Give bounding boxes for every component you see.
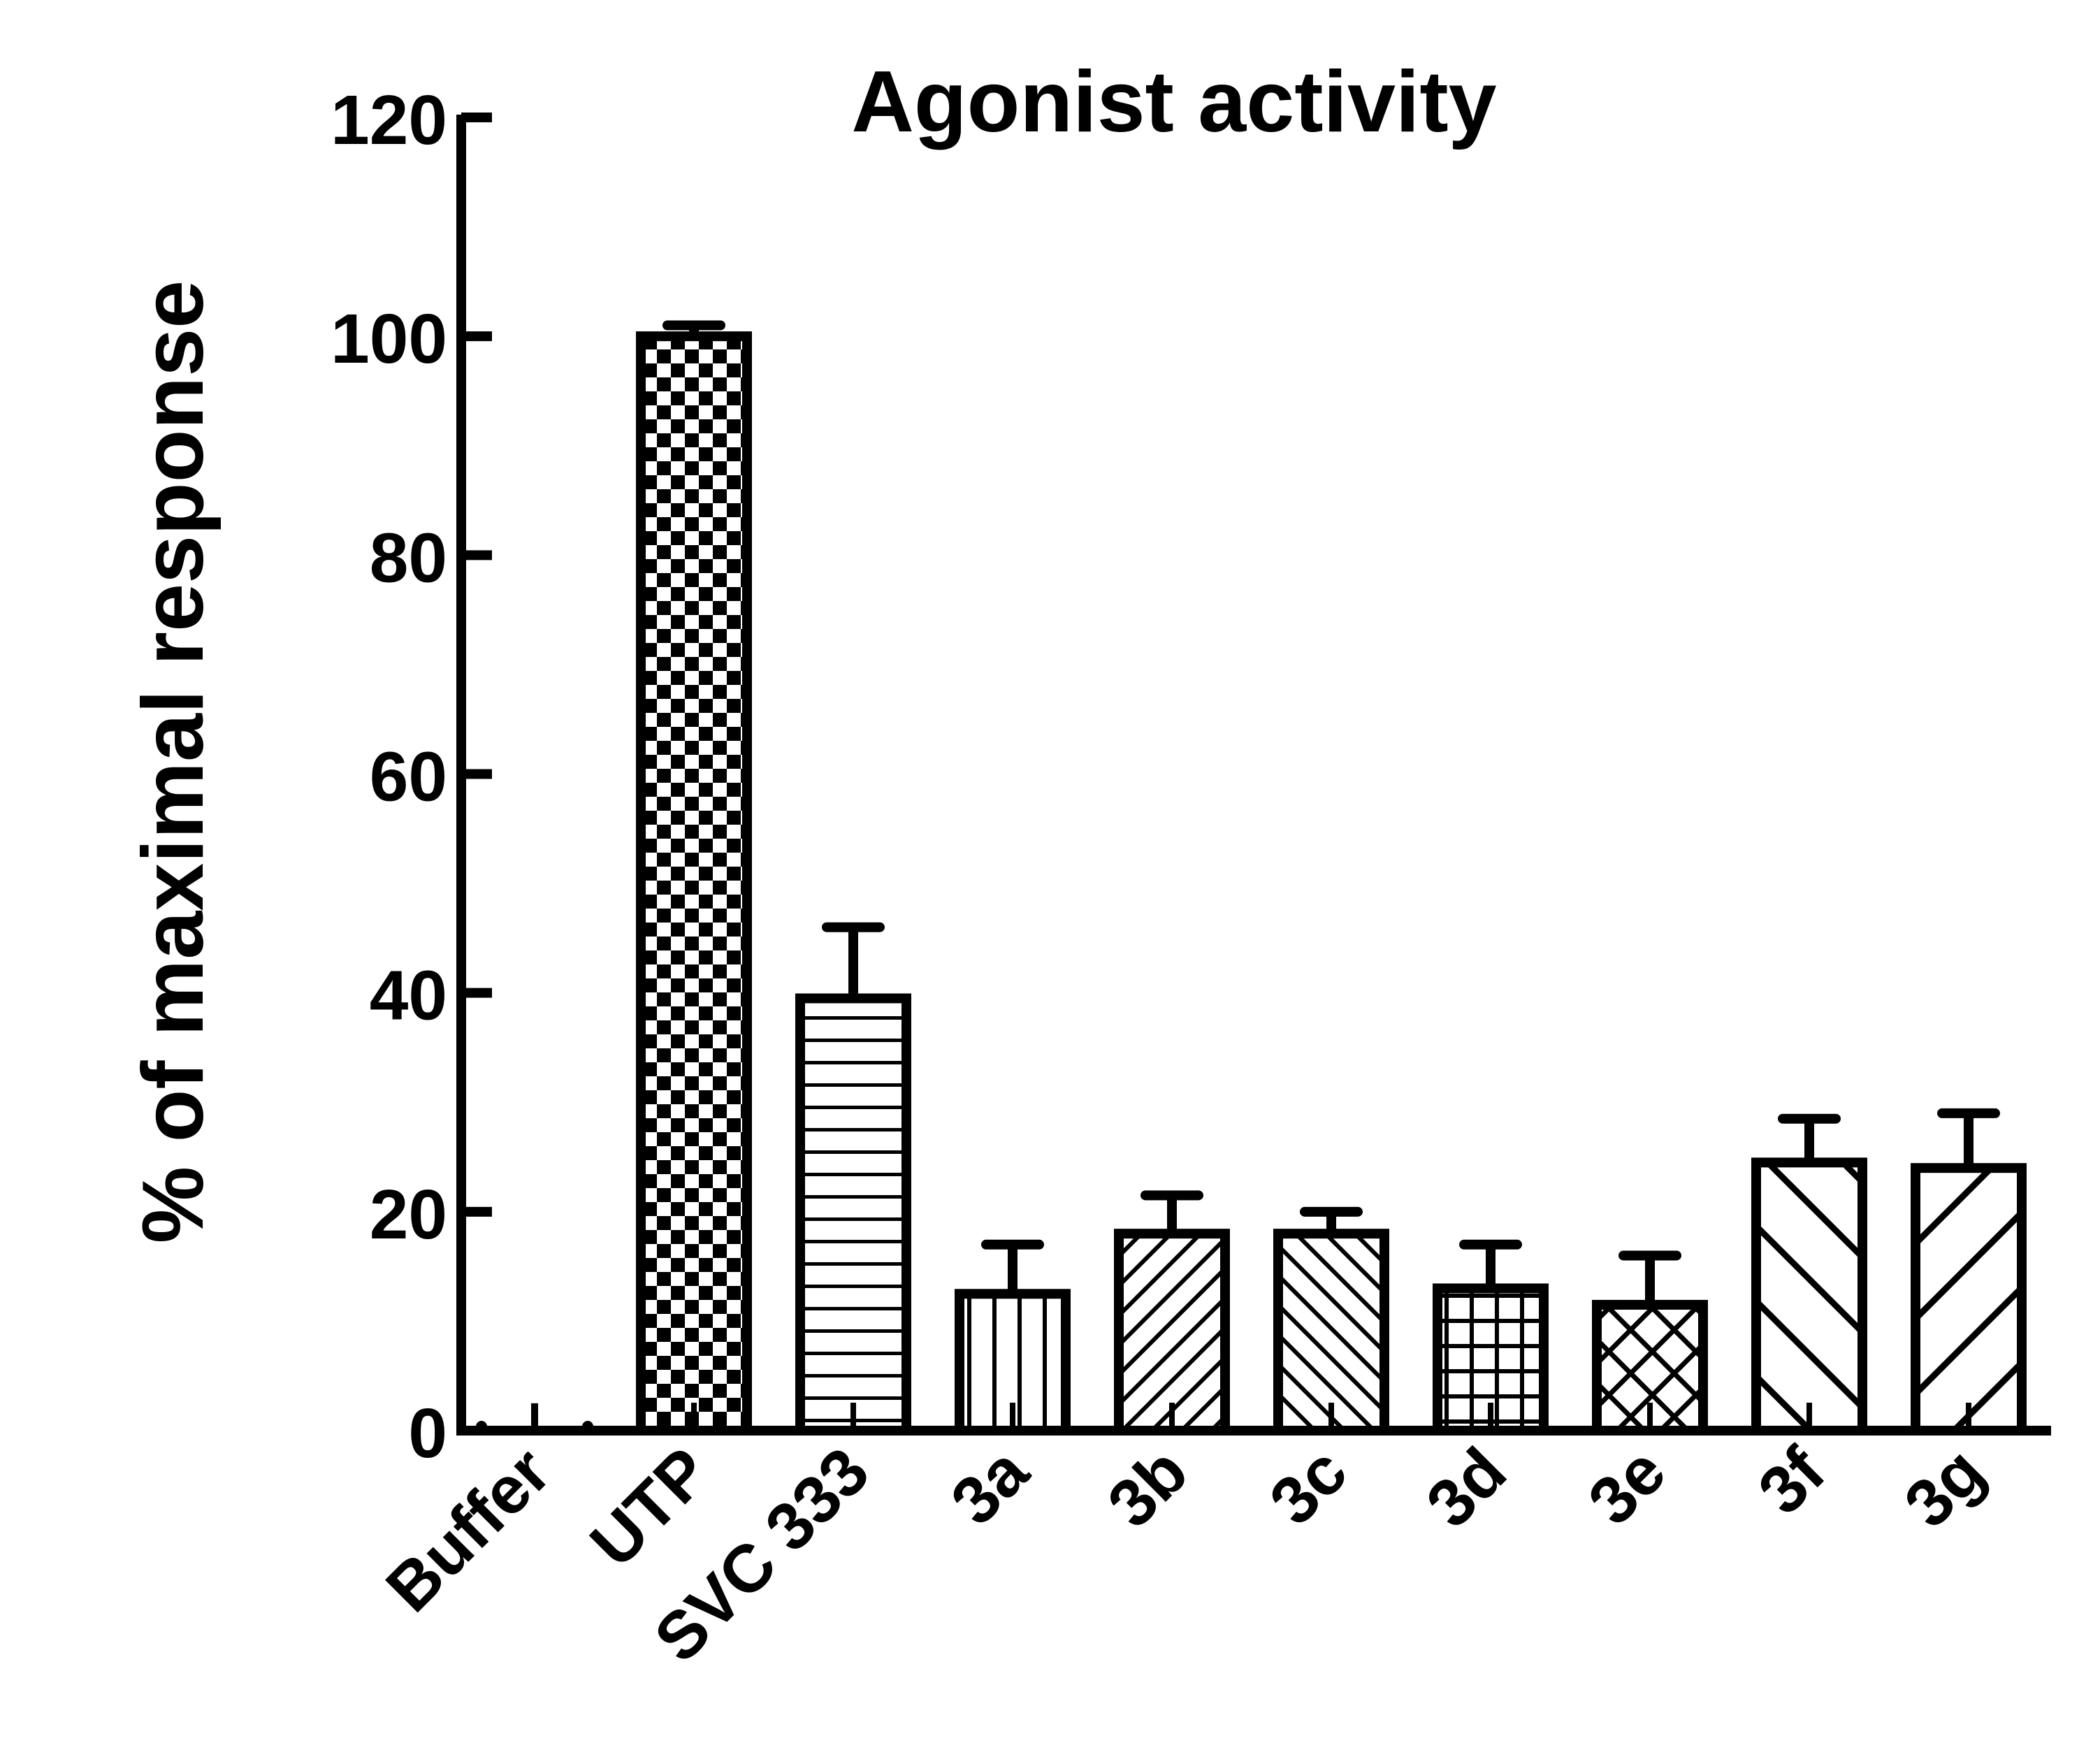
x-tick-label-3c: 3c [1256, 1433, 1361, 1539]
bar-utp [636, 331, 752, 1436]
bar-group-3c [1273, 1206, 1389, 1436]
y-tick-label-120: 120 [331, 81, 447, 159]
y-tick-label-40: 40 [370, 957, 447, 1035]
x-tick-label-3e: 3e [1574, 1433, 1680, 1539]
bar-3f [1751, 1157, 1867, 1436]
bar-svc-333 [795, 993, 911, 1436]
y-tick-label-100: 100 [331, 300, 447, 378]
bar-group-utp [636, 320, 752, 1436]
bar-group-3a [955, 1239, 1071, 1436]
x-tick-label-3d: 3d [1412, 1433, 1521, 1542]
x-tick-label-3g: 3g [1890, 1433, 1999, 1542]
y-tick-label-0: 0 [408, 1394, 447, 1473]
x-tick-label-buffer: Buffer [372, 1433, 565, 1626]
y-tick-label-20: 20 [370, 1176, 447, 1254]
bar-group-3g [1911, 1108, 2027, 1436]
x-tick-label-3b: 3b [1094, 1433, 1202, 1542]
y-tick-label-60: 60 [370, 738, 447, 816]
x-tick-label-3f: 3f [1744, 1433, 1840, 1528]
chart-title: Agonist activity [851, 54, 1496, 150]
bar-group-3f [1751, 1113, 1867, 1436]
y-tick-label-80: 80 [370, 519, 447, 597]
y-ticks: 0 20 40 60 80 100 120 [331, 81, 492, 1473]
bars [476, 320, 2027, 1436]
bar-group-3b [1114, 1190, 1230, 1436]
bar-group-3d [1433, 1239, 1549, 1436]
bar-3b [1114, 1229, 1230, 1436]
bar-group-3e [1592, 1250, 1708, 1436]
bar-3c [1273, 1229, 1389, 1436]
bar-group-svc-333 [795, 922, 911, 1436]
y-axis-label: % of maximal response [125, 280, 222, 1243]
x-tick-label-utp: UTP [576, 1433, 723, 1581]
bar-3g [1911, 1163, 2027, 1436]
x-tick-label-3a: 3a [937, 1433, 1043, 1540]
